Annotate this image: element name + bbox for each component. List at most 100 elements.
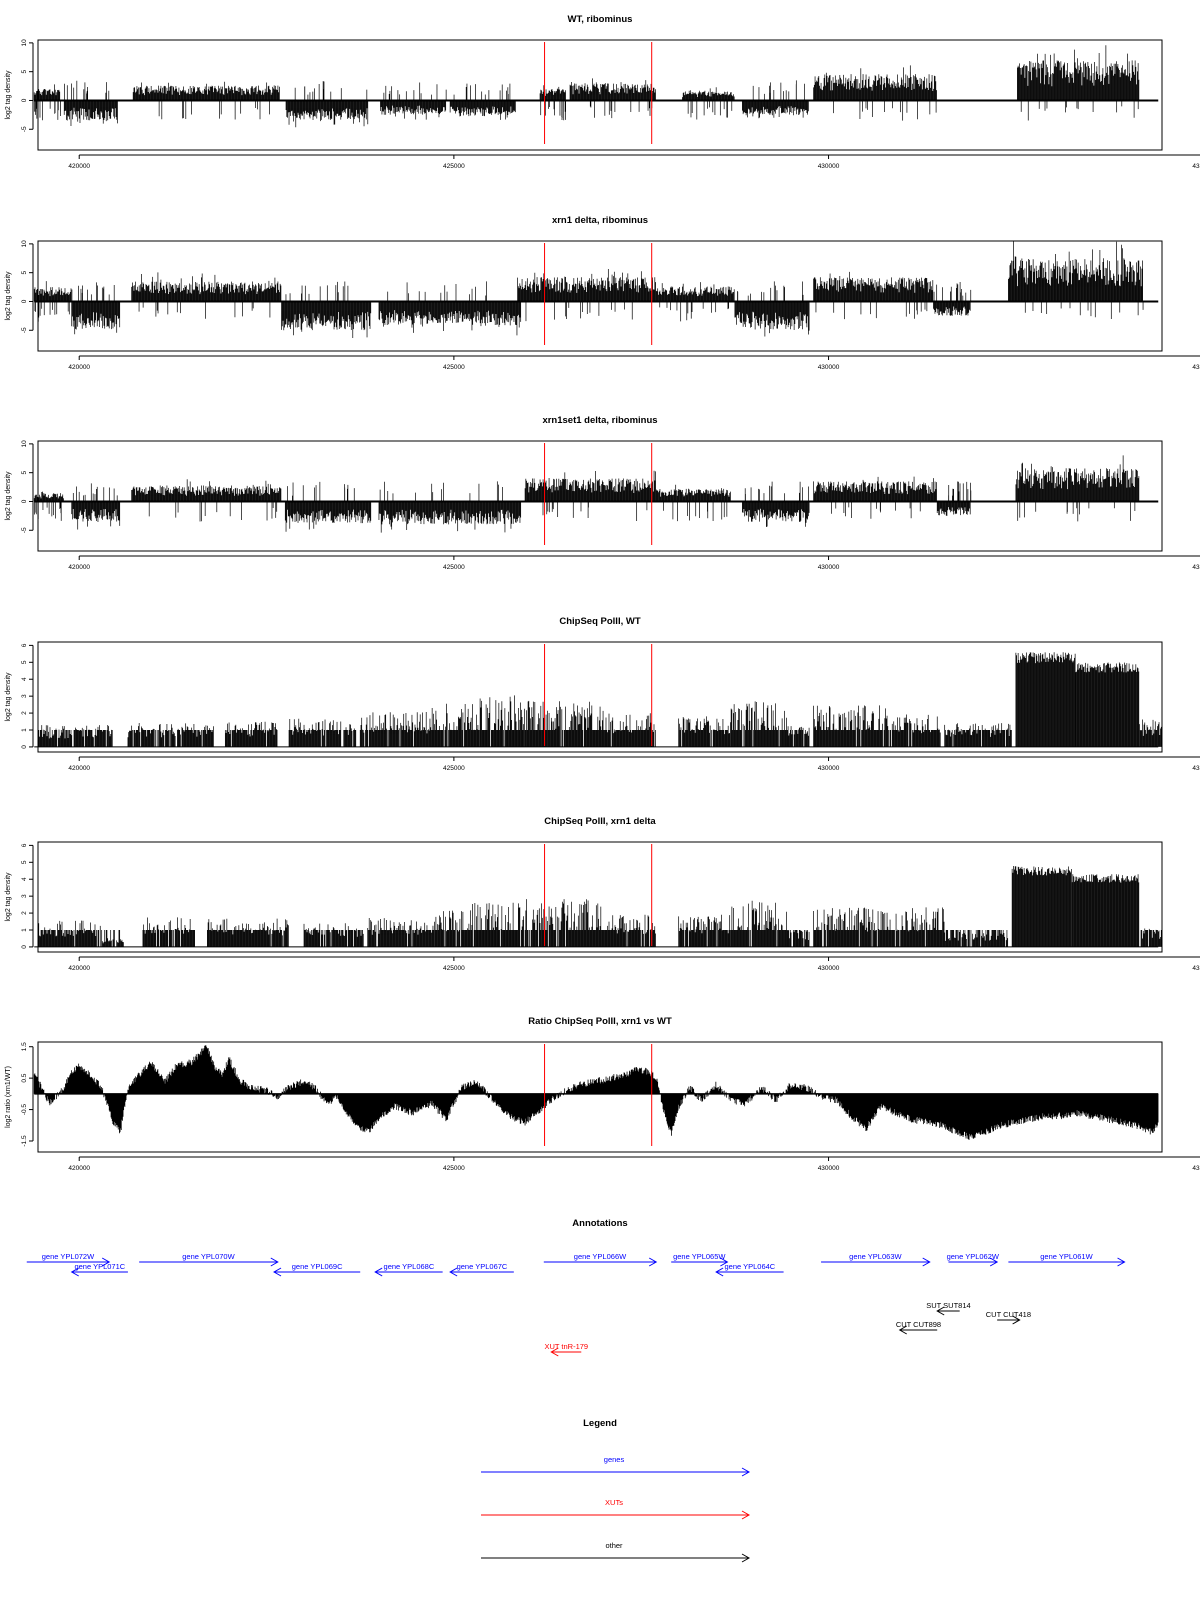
signal-segment xyxy=(472,902,524,947)
arrow-left-icon xyxy=(70,1267,79,1277)
annotation-feature[interactable]: gene YPL069C xyxy=(273,1262,361,1277)
signal-segment xyxy=(524,899,604,947)
signal-outliers xyxy=(287,481,355,502)
signal-segment xyxy=(944,930,1009,947)
annotation-feature[interactable]: gene YPL062W xyxy=(947,1252,1000,1267)
y-tick-label: -0.5 xyxy=(21,1104,28,1116)
y-tick-label: 2 xyxy=(21,711,28,715)
signal-segment xyxy=(813,271,934,302)
y-tick-label: 3 xyxy=(21,894,28,898)
annotation-feature[interactable]: gene YPL070W xyxy=(139,1252,279,1267)
annotation-feature[interactable]: CUT CUT418 xyxy=(986,1310,1031,1325)
signal-segment xyxy=(367,917,435,947)
track-panel-6: Ratio ChipSeq PolII, xrn1 vs WT 420000 425… xyxy=(5,1016,1200,1172)
arrow-right-icon xyxy=(720,1257,729,1267)
arrow-right-icon xyxy=(989,1257,999,1267)
annotation-label: gene YPL071C xyxy=(74,1262,125,1271)
y-axis-label: log2 tag density xyxy=(5,271,12,321)
signal-segment xyxy=(380,100,447,120)
signal-segment xyxy=(303,923,364,947)
x-axis: 420000 425000 430000 435000 xyxy=(68,555,1200,571)
signal-outliers xyxy=(158,100,270,120)
signal-segment xyxy=(524,470,656,502)
signal-segment xyxy=(730,900,787,947)
y-axis-label: log2 tag density xyxy=(5,471,12,521)
x-tick-label: 435000 xyxy=(1192,364,1200,371)
ratio-area xyxy=(33,1045,1159,1140)
track-title: ChipSeq PolII, WT xyxy=(559,616,640,627)
track-data xyxy=(33,455,1159,533)
signal-segment xyxy=(33,84,61,101)
x-tick-label: 430000 xyxy=(818,564,840,571)
track-data xyxy=(33,1045,1159,1140)
y-axis-label: log2 tag density xyxy=(5,672,12,722)
arrow-left-icon xyxy=(898,1325,907,1335)
plot-frame xyxy=(37,240,1163,352)
y-tick-label: 4 xyxy=(21,677,28,681)
signal-outliers xyxy=(663,501,728,522)
signal-segment xyxy=(479,695,525,747)
signal-segment xyxy=(682,87,735,101)
signal-segment xyxy=(603,914,656,947)
y-tick-label: 3 xyxy=(21,694,28,698)
signal-segment xyxy=(1139,719,1162,747)
y-axis-label: log2 tag density xyxy=(5,872,12,922)
track-data xyxy=(33,45,1159,128)
signal-outliers xyxy=(34,100,61,121)
y-tick-label: 2 xyxy=(21,911,28,915)
annotation-feature[interactable]: XUT tnR-179 xyxy=(544,1342,588,1357)
x-axis: 420000 425000 430000 435000 xyxy=(68,355,1200,371)
signal-segment xyxy=(71,301,121,335)
annotation-feature[interactable]: gene YPL071C xyxy=(70,1262,128,1277)
legend-entry: genes xyxy=(481,1455,751,1477)
y-axis: 10 5 0 -5 log2 tag density xyxy=(5,440,34,533)
annotation-feature[interactable]: gene YPL065W xyxy=(671,1252,729,1267)
x-tick-label: 420000 xyxy=(68,1165,90,1172)
y-axis: 10 5 0 -5 log2 tag density xyxy=(5,240,34,333)
signal-segment xyxy=(786,930,810,947)
annotation-label: SUT SUT814 xyxy=(926,1301,970,1310)
x-tick-label: 420000 xyxy=(68,765,90,772)
signal-outliers xyxy=(148,501,278,522)
annotation-feature[interactable]: gene YPL072W xyxy=(26,1252,111,1267)
annotation-label: gene YPL062W xyxy=(947,1252,1000,1261)
signal-segment xyxy=(434,910,473,947)
signal-segment xyxy=(678,914,731,947)
y-tick-label: 0 xyxy=(21,945,28,949)
arrow-right-icon xyxy=(270,1257,279,1267)
arrow-right-icon xyxy=(1117,1257,1126,1267)
annotation-feature[interactable]: gene YPL064C xyxy=(715,1262,784,1277)
arrow-left-icon xyxy=(550,1347,559,1357)
arrow-left-icon xyxy=(936,1306,945,1316)
signal-segment xyxy=(359,711,432,747)
signal-segment xyxy=(1008,240,1143,302)
annotation-feature[interactable]: gene YPL063W xyxy=(821,1252,931,1267)
arrow-left-icon xyxy=(374,1267,383,1277)
annotation-feature[interactable]: gene YPL061W xyxy=(1008,1252,1126,1267)
annotation-feature[interactable]: gene YPL066W xyxy=(543,1252,658,1267)
annotation-label: gene YPL063W xyxy=(849,1252,902,1261)
y-axis-label: log2 tag density xyxy=(5,70,12,120)
signal-segment xyxy=(1011,865,1072,947)
annotation-feature[interactable]: gene YPL068C xyxy=(374,1262,443,1277)
signal-segment xyxy=(888,714,941,747)
x-axis: 420000 425000 430000 435000 xyxy=(68,756,1200,772)
annotation-feature[interactable]: SUT SUT814 xyxy=(926,1301,971,1316)
signal-segment xyxy=(730,701,787,747)
signal-segment xyxy=(786,726,810,747)
annotation-feature[interactable]: gene YPL067C xyxy=(449,1262,514,1277)
legend-entry: XUTs xyxy=(481,1498,751,1520)
signal-segment xyxy=(1015,455,1140,502)
y-tick-label: 10 xyxy=(21,39,28,47)
signal-segment xyxy=(131,272,282,302)
y-tick-label: -5 xyxy=(21,126,28,132)
signal-segment xyxy=(936,501,971,516)
annotation-label: gene YPL061W xyxy=(1040,1252,1093,1261)
annotation-label: gene YPL065W xyxy=(673,1252,726,1261)
annotation-feature[interactable]: CUT CUT898 xyxy=(896,1320,941,1335)
signal-segment xyxy=(569,78,656,101)
y-tick-label: 10 xyxy=(21,240,28,248)
signal-segment xyxy=(524,700,604,747)
x-tick-label: 435000 xyxy=(1192,1165,1200,1172)
plot-frame xyxy=(37,440,1163,552)
